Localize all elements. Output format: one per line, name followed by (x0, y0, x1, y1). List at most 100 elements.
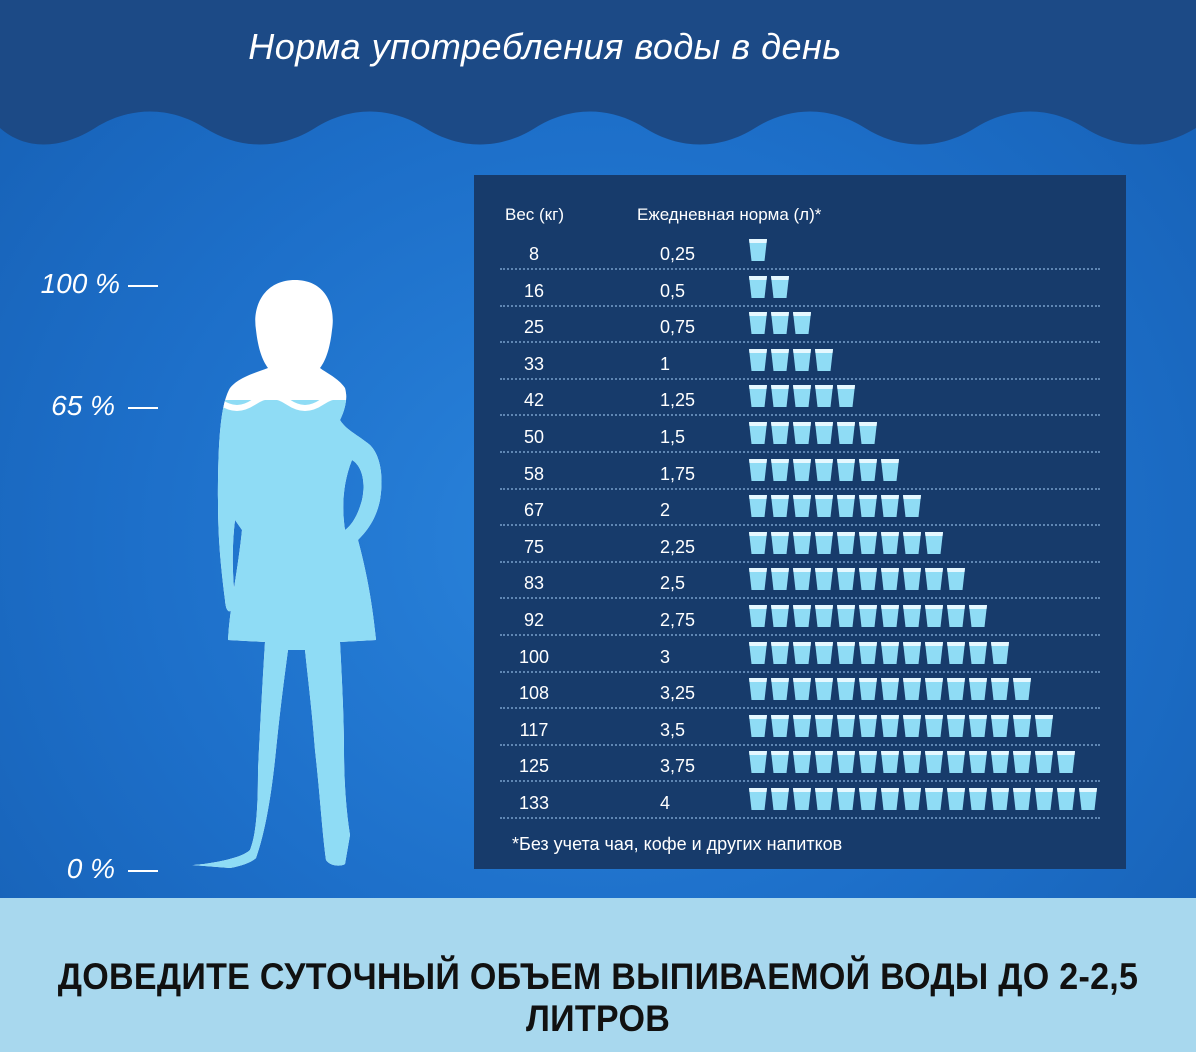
glasses-bar (748, 641, 1012, 665)
glass-icon (749, 678, 767, 701)
glass-icon (1035, 751, 1053, 774)
glass-icon (859, 422, 877, 444)
banner-text: ДОВЕДИТЕ СУТОЧНЫЙ ОБЪЕМ ВЫПИВАЕМОЙ ВОДЫ … (57, 956, 1139, 1039)
glass-icon (815, 641, 833, 664)
glass-icon (1079, 788, 1097, 810)
glass-icon (837, 422, 855, 444)
norm-value: 2,5 (660, 573, 686, 594)
glass-icon (881, 714, 899, 737)
row-divider (500, 414, 1100, 417)
glass-icon (881, 641, 899, 664)
table-row: 100 3 (500, 637, 1100, 673)
glasses-bar (748, 238, 770, 262)
scale-tick (128, 870, 158, 872)
glasses-bar (748, 677, 1034, 701)
glasses-bar (748, 714, 1056, 738)
row-divider (500, 487, 1100, 490)
row-divider (500, 743, 1100, 746)
table-row: 125 3,75 (500, 746, 1100, 783)
norm-value: 2,75 (660, 610, 696, 630)
row-divider (500, 817, 1100, 819)
glass-icon (925, 788, 943, 810)
norm-value: 0,25 (660, 244, 696, 264)
glass-icon (771, 458, 789, 481)
weight-value: 58 (523, 463, 545, 484)
glass-icon (947, 751, 965, 774)
wave-header (0, 0, 1196, 145)
glass-icon (859, 495, 877, 518)
glass-icon (837, 605, 855, 627)
table-row: 16 0,5 (500, 271, 1100, 307)
glass-icon (881, 605, 899, 627)
glass-icon (793, 348, 811, 371)
norm-value: 1 (660, 353, 671, 374)
glass-icon (771, 568, 789, 591)
row-divider (500, 597, 1100, 600)
glass-icon (793, 751, 811, 774)
glass-icon (925, 531, 943, 554)
glass-icon (903, 641, 921, 664)
glasses-bar (748, 311, 814, 335)
glass-icon (815, 788, 833, 810)
glass-icon (881, 678, 899, 701)
glass-icon (793, 568, 811, 591)
weight-value: 133 (518, 793, 550, 813)
glass-icon (903, 495, 921, 518)
glass-icon (815, 385, 833, 408)
glass-icon (969, 751, 987, 774)
glass-icon (881, 568, 899, 591)
glass-icon (837, 495, 855, 518)
glass-icon (925, 568, 943, 591)
glass-icon (881, 788, 899, 810)
row-divider (500, 707, 1100, 710)
norm-value: 2 (660, 500, 671, 521)
weight-value: 92 (523, 610, 545, 630)
glass-icon (771, 714, 789, 737)
glass-icon (815, 458, 833, 481)
glass-icon (859, 714, 877, 737)
glass-icon (815, 348, 833, 371)
scale-label-100: 100 % (40, 268, 120, 299)
scale-tick (128, 285, 158, 287)
norm-value: 0,5 (660, 280, 686, 301)
glass-icon (771, 788, 789, 810)
weight-value: 108 (518, 683, 550, 704)
glass-icon (1013, 714, 1031, 737)
table-row: 42 1,25 (500, 380, 1100, 417)
column-header-norm: Ежедневная норма (л)* (637, 205, 822, 224)
glass-icon (815, 531, 833, 554)
glass-icon (947, 568, 965, 591)
glass-icon (793, 605, 811, 627)
glass-icon (749, 239, 767, 261)
norm-value: 4 (660, 793, 671, 813)
glass-icon (1057, 788, 1075, 810)
glass-icon (903, 788, 921, 810)
woman-silhouette-icon (192, 280, 382, 868)
glass-icon (771, 348, 789, 371)
table-row: 8 0,25 (500, 234, 1100, 270)
glasses-bar (748, 348, 836, 372)
glass-icon (815, 605, 833, 627)
norm-value: 3,25 (660, 683, 696, 704)
row-divider (500, 341, 1100, 344)
glass-icon (793, 495, 811, 518)
glasses-bar (748, 787, 1100, 811)
glass-icon (925, 641, 943, 664)
glass-icon (837, 714, 855, 737)
glass-icon (969, 788, 987, 810)
glass-icon (1013, 788, 1031, 810)
glasses-bar (748, 384, 858, 408)
glass-icon (793, 531, 811, 554)
glass-icon (859, 641, 877, 664)
glass-icon (837, 531, 855, 554)
table-row: 108 3,25 (500, 673, 1100, 710)
weight-value: 117 (519, 719, 549, 740)
glass-icon (793, 312, 811, 335)
glass-icon (837, 568, 855, 591)
glass-icon (749, 495, 767, 518)
glass-icon (969, 714, 987, 737)
glass-icon (749, 348, 767, 371)
glass-icon (903, 714, 921, 737)
glass-icon (903, 568, 921, 591)
glass-icon (815, 678, 833, 701)
